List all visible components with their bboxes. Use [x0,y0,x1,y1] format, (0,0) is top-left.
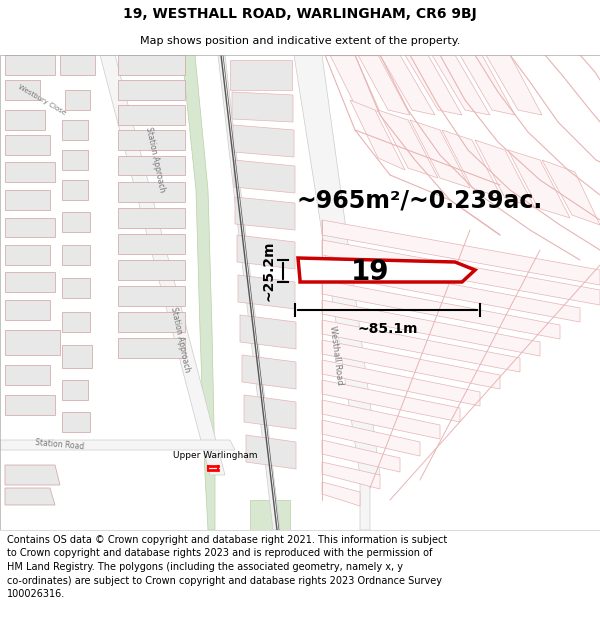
Polygon shape [5,218,55,237]
Polygon shape [322,482,360,506]
Text: ~25.2m: ~25.2m [262,241,276,301]
Polygon shape [118,312,185,332]
Polygon shape [5,395,55,415]
Polygon shape [508,150,570,218]
Polygon shape [242,355,296,389]
Polygon shape [5,365,50,385]
Polygon shape [5,110,45,130]
Polygon shape [322,462,380,489]
Polygon shape [378,110,438,178]
Polygon shape [62,380,88,400]
Polygon shape [62,245,90,265]
Polygon shape [62,150,88,170]
Polygon shape [118,55,185,75]
Polygon shape [5,190,50,210]
Text: Map shows position and indicative extent of the property.: Map shows position and indicative extent… [140,36,460,46]
Polygon shape [235,197,295,230]
Polygon shape [322,400,440,439]
Polygon shape [410,120,470,188]
Polygon shape [234,160,295,193]
Polygon shape [250,500,290,530]
Polygon shape [65,90,90,110]
Polygon shape [118,286,185,306]
Polygon shape [233,125,294,157]
Polygon shape [322,340,500,389]
Polygon shape [475,140,535,208]
Polygon shape [62,180,88,200]
Polygon shape [62,345,92,368]
Polygon shape [5,162,55,182]
Polygon shape [237,235,295,269]
Polygon shape [442,130,502,198]
Polygon shape [62,412,90,432]
Polygon shape [486,55,542,115]
Polygon shape [246,435,296,469]
Polygon shape [322,440,400,472]
Text: 19: 19 [351,258,389,286]
Polygon shape [322,240,600,305]
Polygon shape [405,55,462,115]
Polygon shape [60,55,95,75]
Polygon shape [5,272,55,292]
Polygon shape [100,55,225,475]
Text: Contains OS data © Crown copyright and database right 2021. This information is : Contains OS data © Crown copyright and d… [7,535,448,599]
Polygon shape [230,60,292,90]
Polygon shape [322,260,580,322]
Text: Station Road: Station Road [35,438,85,452]
Polygon shape [432,55,490,115]
Polygon shape [322,360,480,406]
Polygon shape [62,212,90,232]
Polygon shape [118,234,185,254]
Text: Upper Warlingham: Upper Warlingham [173,451,257,459]
Polygon shape [460,55,515,115]
Polygon shape [182,55,215,530]
Polygon shape [118,80,185,100]
Polygon shape [118,338,185,358]
Polygon shape [62,312,90,332]
Text: Station Approach: Station Approach [169,307,191,373]
Polygon shape [118,260,185,280]
Text: ~85.1m: ~85.1m [357,322,418,336]
Polygon shape [62,278,90,298]
Polygon shape [244,395,296,429]
Polygon shape [118,130,185,150]
Text: ~965m²/~0.239ac.: ~965m²/~0.239ac. [297,188,543,212]
Polygon shape [322,220,600,285]
Polygon shape [62,120,88,140]
Text: Westhall Road: Westhall Road [328,325,344,385]
Polygon shape [322,280,560,339]
Polygon shape [5,488,55,505]
Polygon shape [350,100,405,170]
Polygon shape [218,55,280,530]
Polygon shape [240,315,296,349]
Polygon shape [5,80,40,100]
Polygon shape [322,320,520,372]
Polygon shape [330,55,380,112]
Polygon shape [294,55,380,530]
Polygon shape [5,55,55,75]
Polygon shape [358,55,410,115]
Polygon shape [0,440,235,450]
Polygon shape [322,300,540,356]
Polygon shape [118,208,185,228]
Text: Westbury Close: Westbury Close [17,84,67,116]
Polygon shape [322,420,420,456]
Polygon shape [118,182,185,202]
Polygon shape [5,465,60,485]
Polygon shape [5,245,50,265]
Polygon shape [238,275,295,309]
Polygon shape [118,156,185,175]
Polygon shape [232,92,293,122]
Polygon shape [298,258,475,282]
Polygon shape [322,380,460,422]
Text: 19, WESTHALL ROAD, WARLINGHAM, CR6 9BJ: 19, WESTHALL ROAD, WARLINGHAM, CR6 9BJ [123,7,477,21]
Polygon shape [380,55,435,115]
Polygon shape [5,330,60,355]
Polygon shape [542,160,600,225]
Polygon shape [5,300,50,320]
Polygon shape [5,135,50,155]
Polygon shape [118,105,185,125]
Text: Station Approach: Station Approach [143,127,166,193]
